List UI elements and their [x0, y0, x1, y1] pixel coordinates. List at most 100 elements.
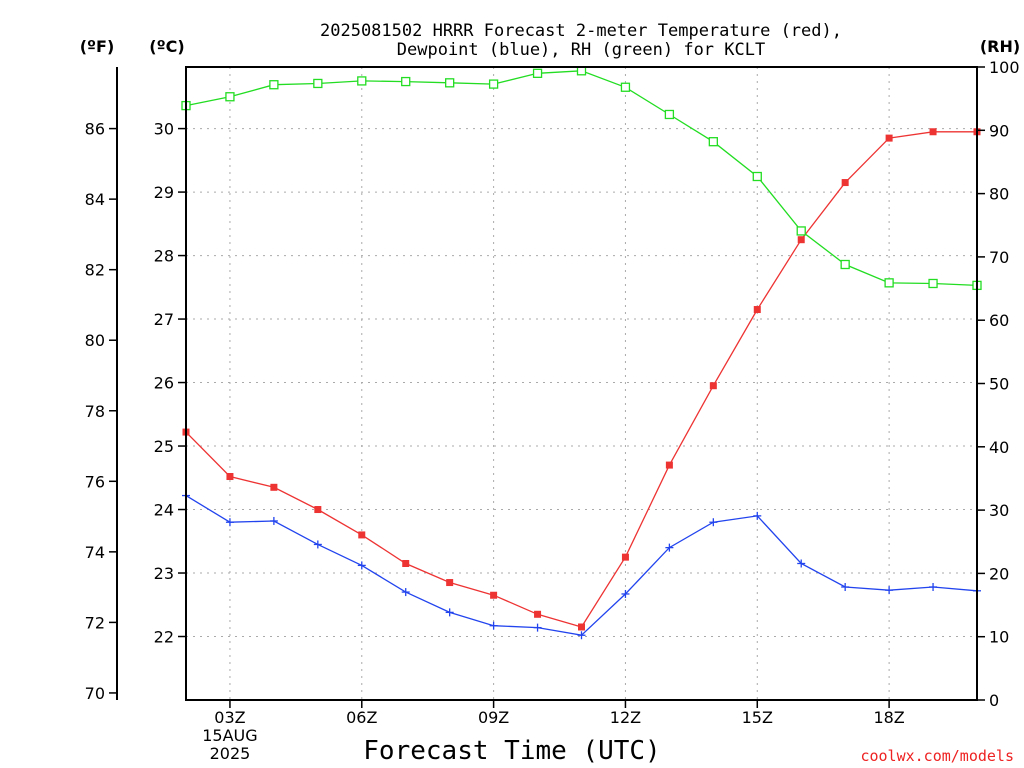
fahrenheit-tick-label: 76: [85, 472, 105, 491]
temperature-point: [402, 559, 410, 567]
temperature-point: [709, 382, 717, 390]
rh-tick-label: 60: [989, 311, 1009, 330]
relative_humidity-point: [488, 79, 499, 89]
relative_humidity-point: [269, 80, 279, 90]
temperature-point: [226, 473, 234, 481]
rh-tick-label: 70: [989, 248, 1009, 267]
relative_humidity-point: [796, 226, 806, 236]
x-tick-label: 18Z: [873, 708, 904, 727]
x-tick-label: 15Z: [742, 708, 773, 727]
chart-title-line-1: 2025081502 HRRR Forecast 2-meter Tempera…: [320, 21, 842, 41]
relative_humidity-point: [445, 78, 455, 88]
fahrenheit-unit-label: (ºF): [80, 37, 115, 56]
temperature-point: [621, 553, 629, 561]
temperature-point: [490, 591, 498, 599]
dewpoint-point: [577, 631, 586, 640]
celsius-tick-label: 23: [154, 564, 174, 583]
dewpoint-point: [225, 518, 234, 527]
chart-text: 2025081502 HRRR Forecast 2-meter Tempera…: [80, 21, 1020, 766]
x-tick-label: 09Z: [478, 708, 509, 727]
rh-tick-label: 40: [989, 438, 1009, 457]
temperature-point: [314, 506, 322, 514]
rh-tick-label: 90: [989, 121, 1009, 140]
x-tick-label: 06Z: [346, 708, 377, 727]
rh-tick-label: 20: [989, 564, 1009, 583]
celsius-unit-label: (ºC): [149, 37, 184, 56]
dewpoint-point: [929, 582, 938, 591]
dewpoint-point: [841, 582, 850, 591]
dewpoint-point: [621, 589, 630, 598]
relative_humidity-point: [928, 278, 938, 289]
dewpoint-point: [313, 540, 322, 549]
fahrenheit-tick-label: 70: [85, 684, 105, 703]
relative_humidity-point: [840, 259, 850, 270]
rh-unit-label: (RH): [980, 37, 1020, 56]
axes: 70 72 74 76 78 80 82 84 86 22 23 24 25 26 27 28 29 30 0 10 2…: [85, 58, 1020, 763]
dewpoint-point: [885, 586, 894, 595]
temperature-line: [185, 131, 977, 628]
temperature-series: [182, 128, 981, 631]
temperature-point: [446, 579, 454, 587]
celsius-tick-label: 29: [154, 183, 174, 202]
dewpoint-point: [665, 543, 674, 552]
temperature-point: [929, 128, 937, 136]
relative_humidity-point: [225, 92, 235, 102]
fahrenheit-tick-label: 74: [85, 543, 105, 562]
x-tick-label: 12Z: [610, 708, 641, 727]
fahrenheit-tick-label: 72: [85, 613, 105, 632]
dewpoint-point: [269, 516, 278, 525]
rh-tick-label: 0: [989, 691, 999, 710]
credit-label: coolwx.com/models: [860, 747, 1014, 765]
fahrenheit-tick-label: 80: [85, 331, 105, 350]
celsius-tick-label: 22: [154, 628, 174, 647]
dewpoint-point: [401, 588, 410, 597]
temperature-point: [270, 483, 278, 491]
celsius-tick-label: 24: [154, 501, 174, 520]
grid-lines: [186, 67, 977, 700]
relative_humidity-point: [401, 76, 411, 87]
relative_humidity-point: [313, 78, 323, 89]
relative_humidity-point: [884, 278, 894, 288]
celsius-tick-label: 25: [154, 437, 174, 456]
relative_humidity-point: [752, 171, 762, 182]
dewpoint-point: [489, 621, 498, 630]
celsius-tick-label: 30: [154, 120, 174, 139]
rh-tick-label: 50: [989, 375, 1009, 394]
relative_humidity-point: [708, 137, 718, 147]
dewpoint-line: [185, 495, 978, 636]
dewpoint-point: [753, 511, 762, 520]
x-tick-label: 03Z: [214, 708, 245, 727]
temperature-point: [578, 623, 585, 631]
dewpoint-series: [182, 491, 981, 640]
temperature-point: [358, 531, 366, 539]
plot-frame: [185, 66, 978, 701]
temperature-point: [797, 236, 805, 244]
relative_humidity-point: [620, 82, 631, 92]
dewpoint-point: [709, 518, 718, 527]
x-tick-label: 15AUG: [202, 726, 257, 745]
celsius-tick-label: 27: [154, 310, 174, 329]
temperature-point: [885, 134, 893, 142]
dewpoint-point: [445, 608, 454, 617]
dewpoint-point: [357, 561, 366, 570]
celsius-tick-label: 26: [154, 374, 174, 393]
rh-tick-label: 10: [989, 628, 1009, 647]
rh-tick-label: 100: [989, 58, 1020, 77]
relative_humidity-line: [185, 70, 978, 287]
fahrenheit-tick-label: 86: [85, 120, 105, 139]
fahrenheit-tick-label: 78: [85, 402, 105, 421]
fahrenheit-tick-label: 84: [85, 190, 105, 209]
relative_humidity-series: [181, 66, 982, 291]
temperature-point: [841, 179, 849, 187]
x-tick-label: 2025: [210, 744, 251, 763]
temperature-point: [753, 306, 761, 314]
series-lines: [181, 66, 982, 640]
temperature-point: [665, 461, 673, 469]
rh-tick-label: 80: [989, 185, 1009, 204]
dewpoint-point: [533, 623, 542, 632]
dewpoint-point: [797, 559, 806, 568]
relative_humidity-point: [532, 68, 543, 78]
celsius-tick-label: 28: [154, 247, 174, 266]
relative_humidity-point: [357, 76, 367, 86]
